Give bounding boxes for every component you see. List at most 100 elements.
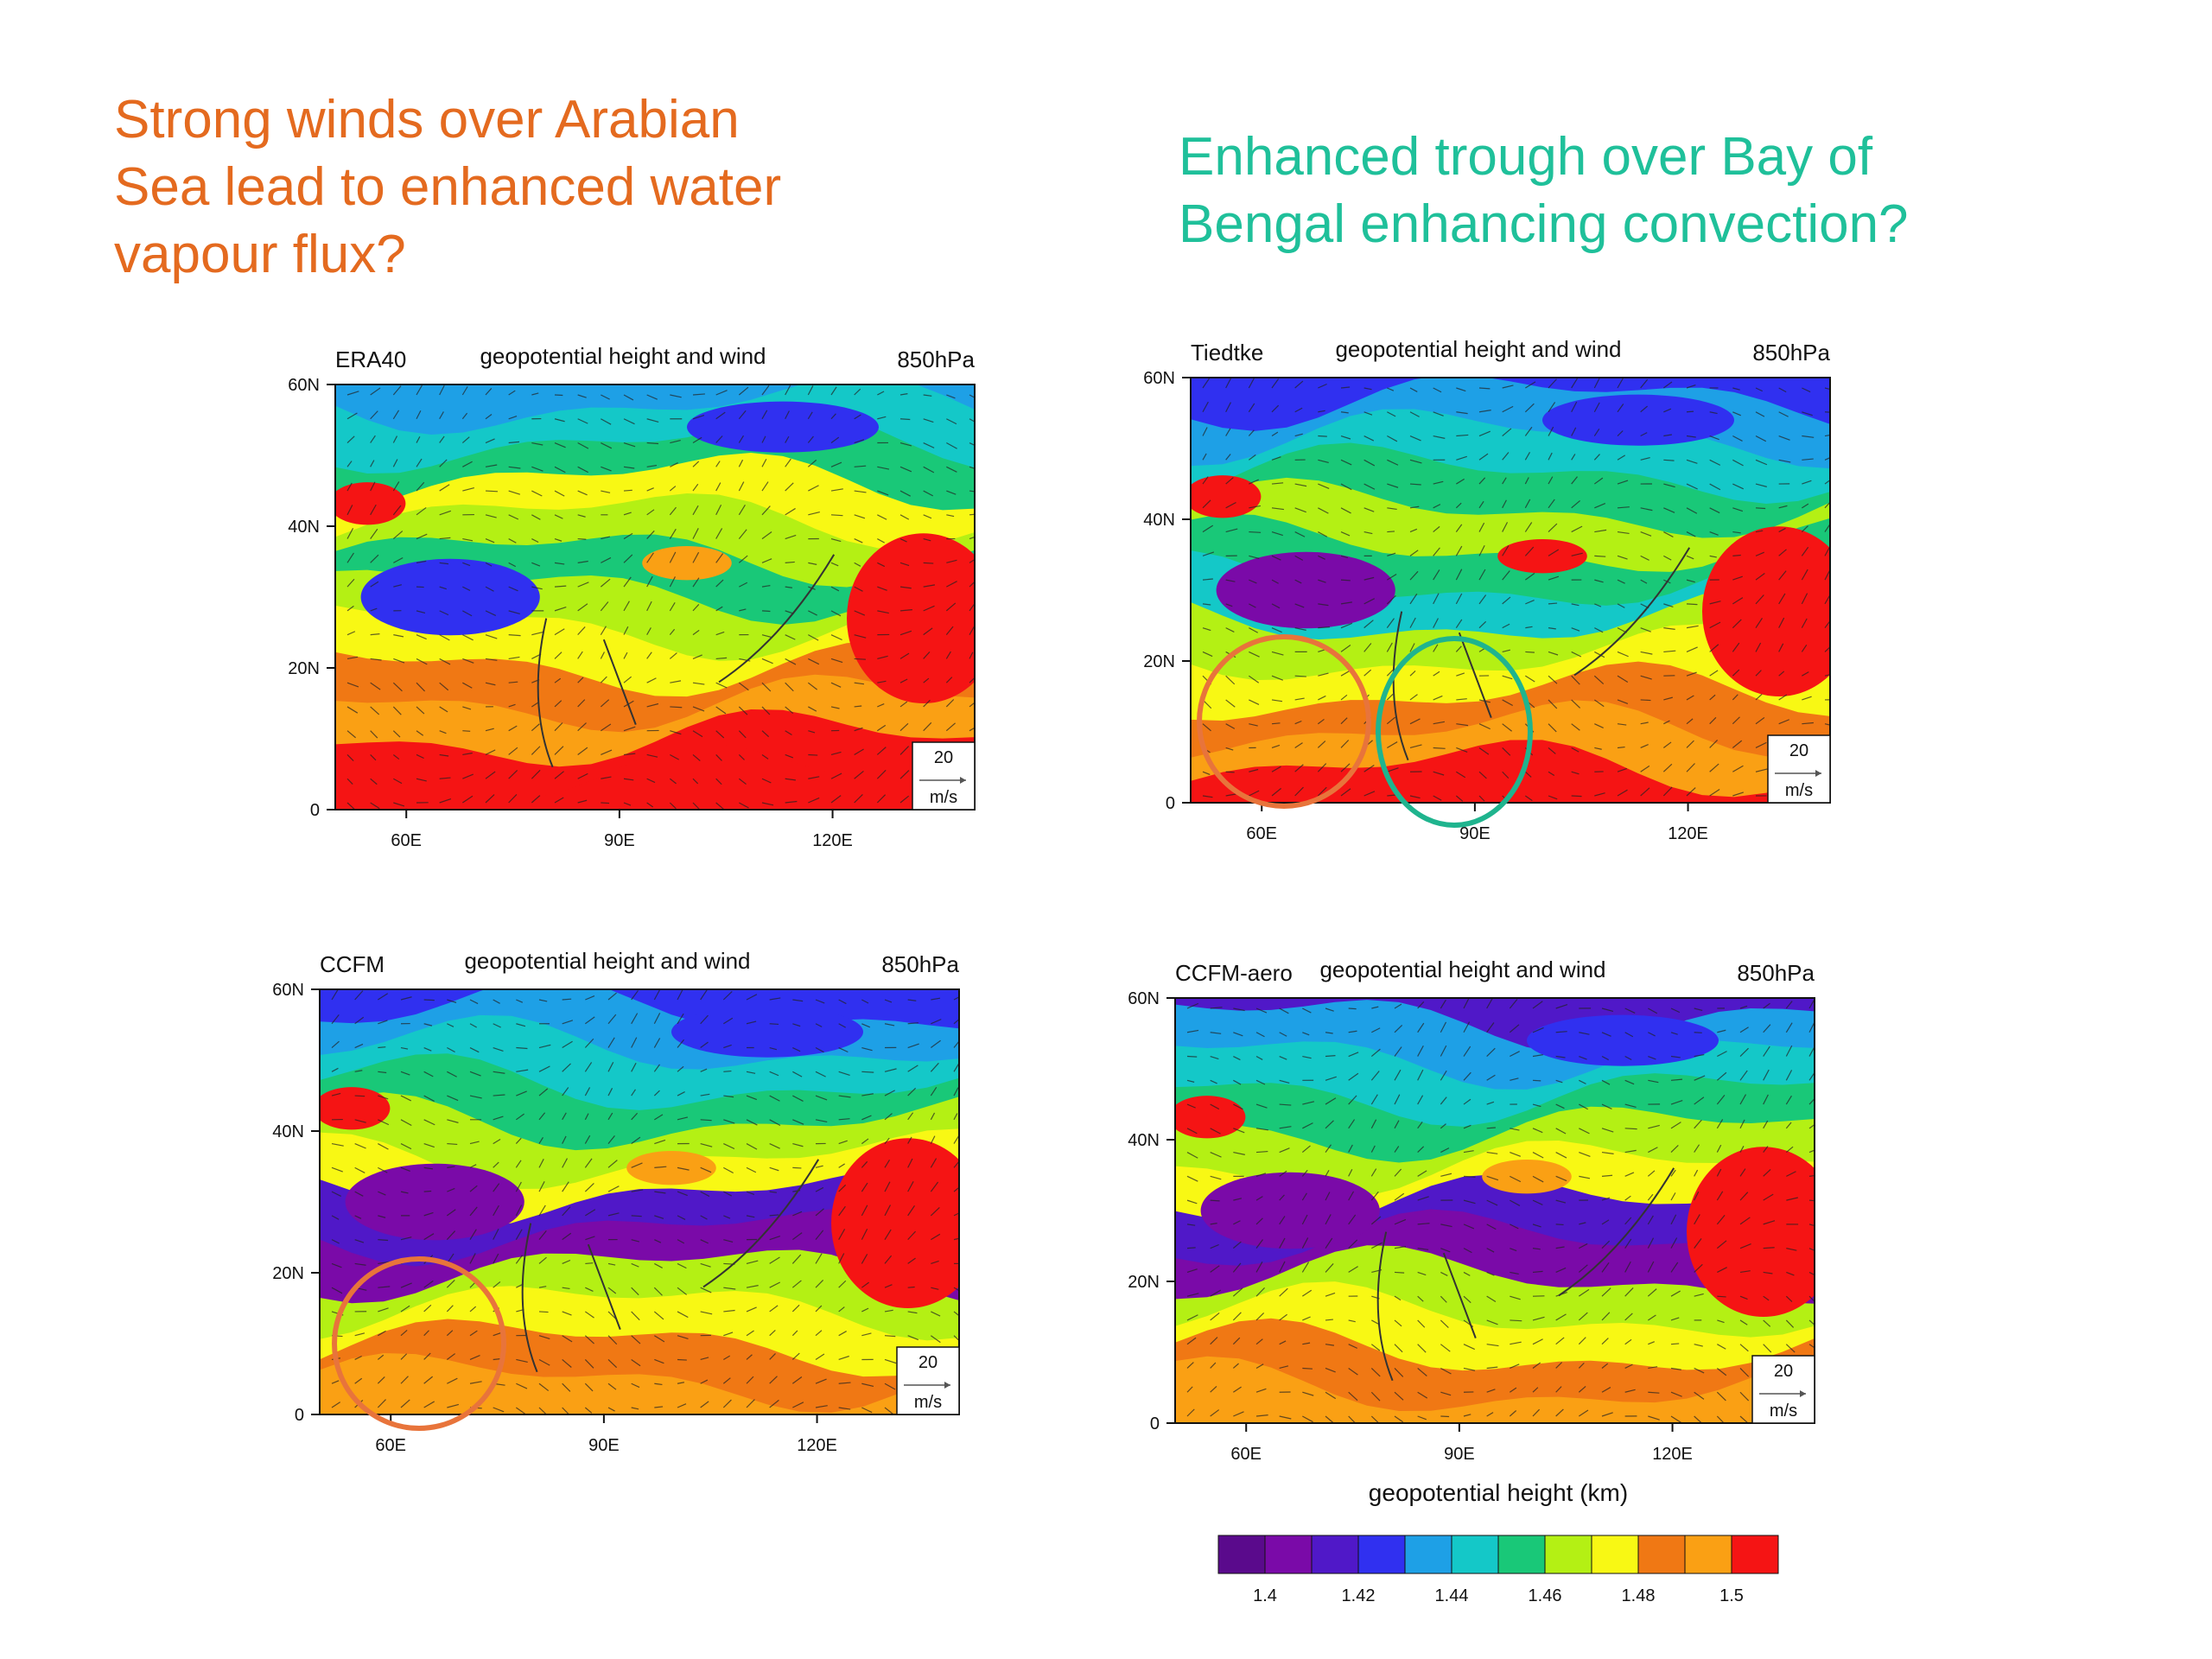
wind-arrow — [1640, 405, 1649, 413]
wind-arrow — [1463, 1021, 1471, 1033]
wind-arrow — [1455, 645, 1462, 652]
wind-arrow — [1202, 795, 1213, 798]
wind-arrow — [631, 990, 639, 1001]
wind-arrow — [469, 1023, 477, 1028]
wind-arrow — [462, 586, 471, 591]
wind-arrow — [670, 394, 682, 398]
field-blob — [687, 401, 879, 453]
wind-arrow — [1440, 1123, 1446, 1129]
wind-arrow — [1601, 1262, 1610, 1273]
wind-arrow — [378, 1261, 390, 1265]
wind-arrow — [1502, 545, 1510, 556]
wind-arrow — [1694, 1119, 1702, 1129]
wind-arrow — [1478, 569, 1486, 581]
wind-arrow — [585, 995, 595, 1001]
wind-arrow — [1524, 546, 1535, 556]
wind-arrow — [1801, 546, 1809, 556]
wind-arrow — [746, 1143, 758, 1150]
wind-arrow — [354, 1377, 363, 1384]
wind-arrow — [1594, 747, 1602, 750]
wind-arrow — [769, 1399, 779, 1408]
wind-arrow — [1279, 1147, 1290, 1154]
wind-arrow — [1732, 740, 1743, 748]
wind-arrow — [761, 706, 771, 715]
wind-arrow — [1294, 697, 1305, 701]
wind-arrow — [1571, 476, 1578, 485]
wind-arrow — [815, 1208, 824, 1217]
wind-arrow — [1571, 525, 1583, 533]
wind-arrow — [1578, 1288, 1590, 1297]
ref-vector-unit: m/s — [1785, 781, 1813, 800]
wind-arrow — [1716, 1214, 1726, 1225]
wind-arrow — [1670, 1145, 1679, 1154]
wind-arrow — [769, 1305, 779, 1313]
wind-arrow — [899, 562, 910, 567]
wind-arrow — [493, 1116, 504, 1121]
wind-arrow — [1502, 649, 1510, 652]
wind-arrow — [1387, 411, 1396, 417]
wind-arrow — [1555, 1103, 1565, 1109]
wind-arrow — [946, 418, 957, 425]
wind-arrow — [1593, 454, 1600, 461]
wind-arrow — [631, 1189, 644, 1192]
wind-arrow — [577, 603, 588, 612]
wind-arrow — [1662, 786, 1673, 797]
left-headline-line-2: Sea lead to enhanced water — [114, 157, 782, 217]
wind-arrow — [830, 461, 842, 467]
wind-arrow — [600, 676, 607, 683]
wind-arrow — [508, 415, 518, 420]
wind-arrow — [1785, 1295, 1793, 1303]
wind-arrow — [1755, 594, 1764, 605]
wind-arrow — [646, 627, 652, 635]
wind-arrow — [1808, 1224, 1815, 1227]
wind-arrow — [1233, 1152, 1245, 1155]
wind-arrow — [584, 1158, 593, 1168]
wind-arrow — [692, 654, 702, 659]
wind-arrow — [531, 514, 541, 520]
wind-arrow — [692, 778, 699, 785]
wind-arrow — [1417, 1248, 1429, 1250]
wind-arrow — [1210, 1409, 1220, 1417]
wind-arrow — [1648, 1124, 1660, 1129]
wind-arrow — [577, 626, 586, 636]
wind-arrow — [354, 1262, 366, 1266]
wind-arrow — [439, 634, 450, 641]
wind-arrow — [669, 602, 676, 612]
wind-arrow — [791, 1330, 798, 1337]
wind-arrow — [554, 585, 567, 588]
wind-arrow — [1249, 790, 1260, 797]
wind-arrow — [738, 706, 748, 715]
wind-arrow — [354, 1332, 365, 1337]
wind-arrow — [1510, 1152, 1521, 1157]
wind-arrow — [1478, 430, 1491, 437]
wind-arrow — [830, 386, 837, 396]
colorbar-swatch — [1731, 1535, 1779, 1574]
wind-arrow — [1824, 411, 1830, 413]
wind-arrow — [677, 1116, 689, 1121]
ref-vector-box — [1751, 1355, 1815, 1424]
wind-arrow — [923, 418, 934, 423]
wind-arrow — [423, 1401, 435, 1408]
wind-arrow — [1202, 427, 1208, 436]
wind-arrow — [654, 1114, 664, 1121]
wind-arrow — [1617, 651, 1629, 658]
wind-arrow — [1225, 378, 1232, 389]
wind-arrow — [562, 1135, 567, 1144]
wind-arrow — [1670, 1192, 1676, 1201]
wind-arrow — [808, 753, 818, 756]
wind-arrow — [1409, 459, 1422, 464]
wind-arrow — [601, 442, 613, 449]
wind-arrow — [1594, 579, 1604, 583]
wind-arrow — [538, 1181, 545, 1192]
wind-arrow — [508, 610, 520, 615]
wind-arrow — [785, 706, 794, 715]
wind-arrow — [1294, 675, 1306, 677]
wind-arrow — [1433, 411, 1444, 416]
wind-arrow — [1579, 1222, 1586, 1225]
wind-arrow — [830, 795, 842, 804]
wind-arrow — [1225, 477, 1234, 485]
wind-arrow — [1249, 627, 1258, 633]
wind-arrow — [378, 1095, 389, 1100]
wind-arrow — [584, 1038, 594, 1048]
